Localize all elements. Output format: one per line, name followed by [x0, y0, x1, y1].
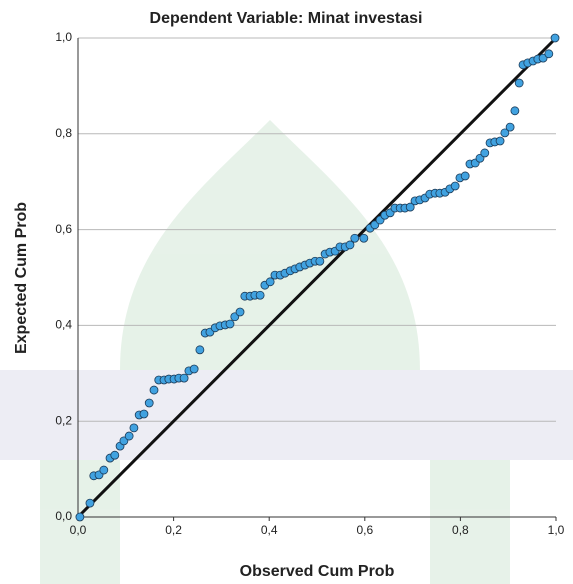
- point: [190, 365, 198, 373]
- y-tick-label: 1,0: [55, 30, 72, 44]
- y-tick-label: 0,6: [55, 222, 72, 236]
- point: [130, 424, 138, 432]
- point: [461, 172, 469, 180]
- point: [496, 137, 504, 145]
- point: [150, 386, 158, 394]
- point: [145, 399, 153, 407]
- x-tick-label: 0,8: [452, 523, 469, 537]
- point: [125, 432, 133, 440]
- watermark-pillar: [430, 460, 510, 584]
- watermark-dome: [120, 120, 420, 370]
- y-tick-label: 0,4: [55, 318, 72, 332]
- point: [506, 123, 514, 131]
- x-tick-label: 0,2: [165, 523, 182, 537]
- y-axis-title: Expected Cum Prob: [13, 202, 30, 354]
- watermark-pillar: [40, 460, 120, 584]
- point: [236, 308, 244, 316]
- point: [515, 79, 523, 87]
- chart: Dependent Variable: Minat investasi Obse…: [0, 0, 573, 584]
- point: [140, 410, 148, 418]
- watermark-band: [0, 370, 573, 460]
- point: [100, 466, 108, 474]
- point: [360, 234, 368, 242]
- y-tick-label: 0,0: [55, 509, 72, 523]
- point: [226, 320, 234, 328]
- point: [86, 499, 94, 507]
- x-tick-label: 0,6: [356, 523, 373, 537]
- point: [76, 513, 84, 521]
- point: [111, 451, 119, 459]
- point: [451, 182, 459, 190]
- point: [351, 234, 359, 242]
- watermark: [0, 120, 573, 584]
- point: [196, 346, 204, 354]
- y-tick-label: 0,8: [55, 126, 72, 140]
- point: [511, 107, 519, 115]
- x-tick-label: 1,0: [548, 523, 565, 537]
- x-tick-label: 0,0: [70, 523, 87, 537]
- x-axis-title: Observed Cum Prob: [240, 563, 395, 580]
- point: [551, 34, 559, 42]
- point: [256, 291, 264, 299]
- point: [545, 50, 553, 58]
- chart-title: Dependent Variable: Minat investasi: [150, 10, 423, 27]
- point: [180, 374, 188, 382]
- point: [316, 257, 324, 265]
- point: [481, 149, 489, 157]
- x-tick-label: 0,4: [261, 523, 278, 537]
- y-tick-label: 0,2: [55, 413, 72, 427]
